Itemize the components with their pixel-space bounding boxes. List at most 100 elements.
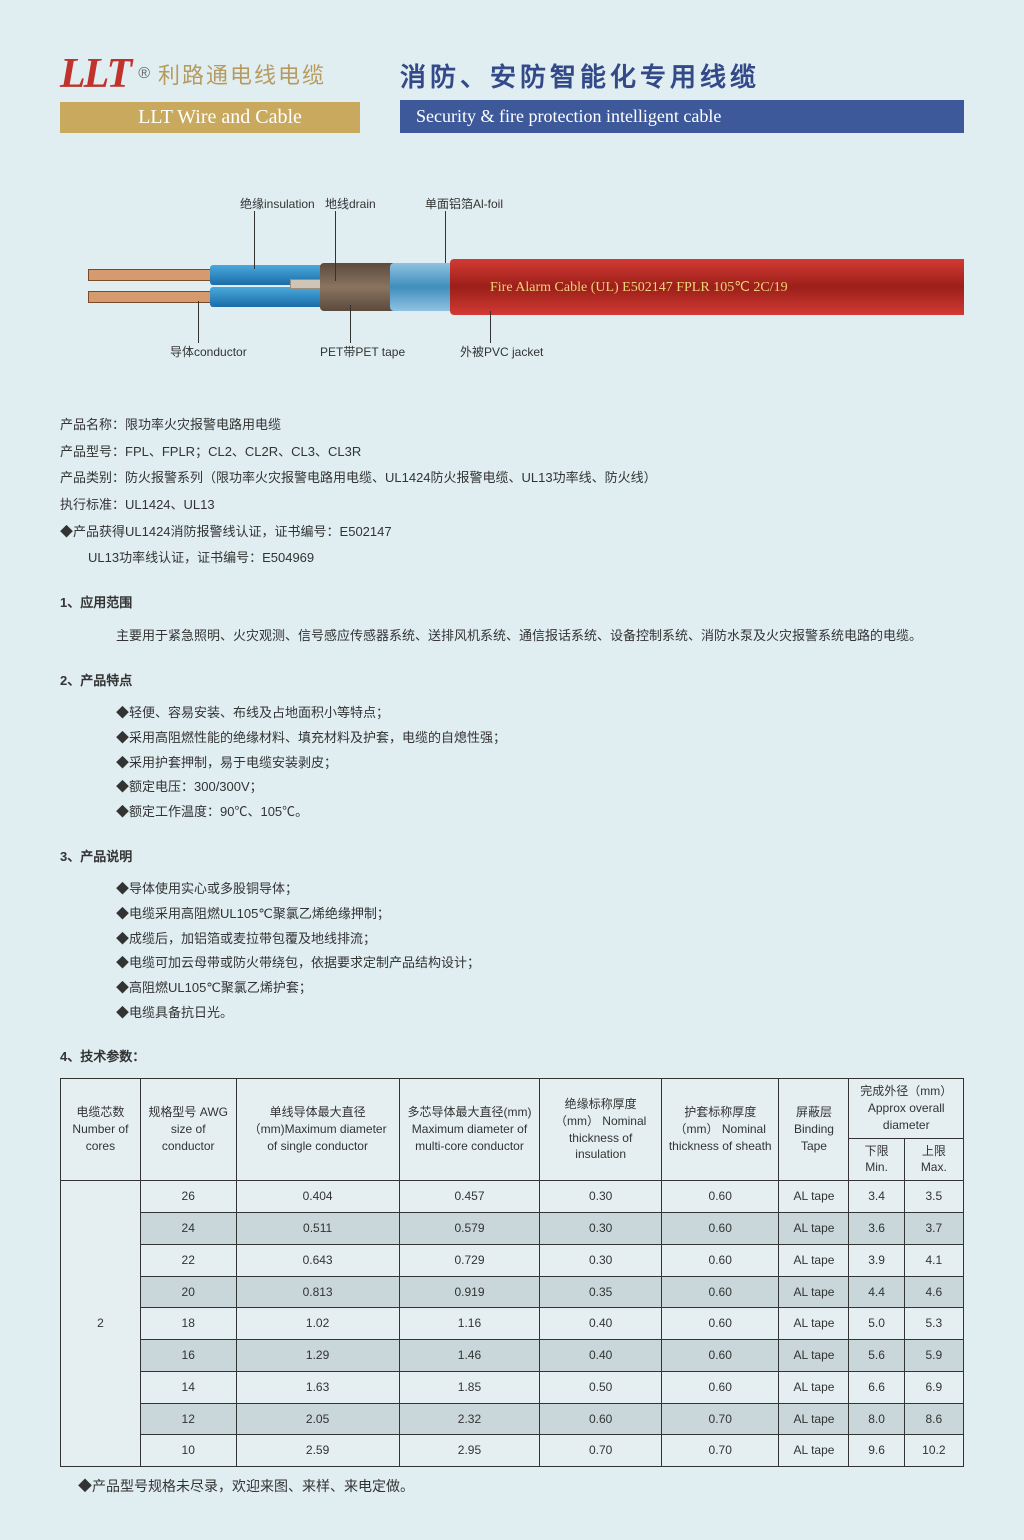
cell-awg: 20 [140, 1276, 236, 1308]
table-row: 220.6430.7290.300.60AL tape3.94.1 [61, 1244, 964, 1276]
label-conductor: 导体conductor [170, 343, 247, 360]
table-row: 102.592.950.700.70AL tape9.610.2 [61, 1435, 964, 1467]
cell-sh: 0.60 [661, 1212, 778, 1244]
cell-min: 4.4 [849, 1276, 904, 1308]
cell-ins: 0.60 [540, 1403, 662, 1435]
cell-ins: 0.70 [540, 1435, 662, 1467]
cell-ins: 0.50 [540, 1371, 662, 1403]
section-4-heading: 4、技术参数： [60, 1045, 964, 1070]
cell-d1: 1.02 [236, 1308, 399, 1340]
cell-cores: 2 [61, 1181, 141, 1467]
cell-ins: 0.30 [540, 1181, 662, 1213]
footer-note: ◆产品型号规格未尽录，欢迎来图、来样、来电定做。 [60, 1473, 964, 1500]
cell-awg: 14 [140, 1371, 236, 1403]
cell-min: 5.6 [849, 1340, 904, 1372]
th-sheath: 护套标称厚度（mm） Nominal thickness of sheath [661, 1079, 778, 1181]
cell-d1: 0.404 [236, 1181, 399, 1213]
cell-max: 5.3 [904, 1308, 963, 1340]
label-insulation: 绝缘insulation [240, 195, 315, 212]
cell-max: 6.9 [904, 1371, 963, 1403]
logo-band: LLT Wire and Cable [60, 102, 360, 133]
cell-d1: 0.643 [236, 1244, 399, 1276]
cell-awg: 10 [140, 1435, 236, 1467]
th-insul: 绝缘标称厚度（mm） Nominal thickness of insulati… [540, 1079, 662, 1181]
cell-sh: 0.60 [661, 1308, 778, 1340]
cell-awg: 26 [140, 1181, 236, 1213]
cell-ins: 0.30 [540, 1212, 662, 1244]
cell-max: 10.2 [904, 1435, 963, 1467]
cell-max: 3.7 [904, 1212, 963, 1244]
th-max: 上限Max. [904, 1138, 963, 1181]
th-min: 下限Min. [849, 1138, 904, 1181]
cell-ins: 0.35 [540, 1276, 662, 1308]
th-cores: 电缆芯数 Number of cores [61, 1079, 141, 1181]
table-row: 161.291.460.400.60AL tape5.65.9 [61, 1340, 964, 1372]
table-row: 240.5110.5790.300.60AL tape3.63.7 [61, 1212, 964, 1244]
cell-d1: 1.63 [236, 1371, 399, 1403]
spec-table: 电缆芯数 Number of cores 规格型号 AWG size of co… [60, 1078, 964, 1467]
cell-sh: 0.60 [661, 1340, 778, 1372]
cell-min: 6.6 [849, 1371, 904, 1403]
meta-name: 产品名称：限功率火灾报警电路用电缆 [60, 413, 964, 438]
table-row: 200.8130.9190.350.60AL tape4.44.6 [61, 1276, 964, 1308]
cell-sh: 0.60 [661, 1181, 778, 1213]
cell-bt: AL tape [779, 1340, 849, 1372]
cell-sh: 0.70 [661, 1435, 778, 1467]
cell-d2: 0.729 [399, 1244, 540, 1276]
cell-d2: 0.457 [399, 1181, 540, 1213]
table-row: 122.052.320.600.70AL tape8.08.6 [61, 1403, 964, 1435]
cell-awg: 22 [140, 1244, 236, 1276]
s2-b2: ◆采用高阻燃性能的绝缘材料、填充材料及护套，电缆的自熄性强； [60, 726, 964, 751]
cell-awg: 18 [140, 1308, 236, 1340]
meta-cert1: ◆产品获得UL1424消防报警线认证，证书编号：E502147 [60, 520, 964, 545]
cell-max: 4.6 [904, 1276, 963, 1308]
cell-ins: 0.40 [540, 1308, 662, 1340]
cell-awg: 16 [140, 1340, 236, 1372]
logo-block: LLT® 利路通电线电缆 LLT Wire and Cable [60, 50, 360, 133]
th-od: 完成外径（mm） Approx overall diameter [849, 1079, 964, 1138]
section-2-heading: 2、产品特点 [60, 669, 964, 694]
section-1-heading: 1、应用范围 [60, 591, 964, 616]
th-bind: 屏蔽层 Binding Tape [779, 1079, 849, 1181]
s3-b2: ◆电缆采用高阻燃UL105℃聚氯乙烯绝缘押制； [60, 902, 964, 927]
s3-b1: ◆导体使用实心或多股铜导体； [60, 877, 964, 902]
th-awg: 规格型号 AWG size of conductor [140, 1079, 236, 1181]
cell-d2: 2.95 [399, 1435, 540, 1467]
s3-b5: ◆高阻燃UL105℃聚氯乙烯护套； [60, 976, 964, 1001]
title-band-en: Security & fire protection intelligent c… [400, 100, 964, 133]
s3-b4: ◆电缆可加云母带或防火带绕包，依据要求定制产品结构设计； [60, 951, 964, 976]
cell-min: 3.4 [849, 1181, 904, 1213]
cell-max: 3.5 [904, 1181, 963, 1213]
cell-d1: 2.05 [236, 1403, 399, 1435]
cell-sh: 0.70 [661, 1403, 778, 1435]
s3-b3: ◆成缆后，加铝箔或麦拉带包覆及地线排流； [60, 927, 964, 952]
insulation-2 [210, 287, 330, 307]
cell-bt: AL tape [779, 1212, 849, 1244]
s2-b3: ◆采用护套押制，易于电缆安装剥皮； [60, 751, 964, 776]
s2-b4: ◆额定电压：300/300V； [60, 775, 964, 800]
cell-d1: 1.29 [236, 1340, 399, 1372]
logo-subtitle-cn: 利路通电线电缆 [158, 58, 326, 90]
s2-b1: ◆轻便、容易安装、布线及占地面积小等特点； [60, 701, 964, 726]
meta-model: 产品型号：FPL、FPLR；CL2、CL2R、CL3、CL3R [60, 440, 964, 465]
cell-d2: 2.32 [399, 1403, 540, 1435]
cell-min: 5.0 [849, 1308, 904, 1340]
label-alfoil: 单面铝箔Al-foil [425, 195, 503, 212]
logo-text: LLT [60, 50, 130, 98]
cell-awg: 24 [140, 1212, 236, 1244]
cell-d1: 0.511 [236, 1212, 399, 1244]
s2-b5: ◆额定工作温度：90℃、105℃。 [60, 800, 964, 825]
cell-sh: 0.60 [661, 1244, 778, 1276]
cell-bt: AL tape [779, 1181, 849, 1213]
cell-min: 3.6 [849, 1212, 904, 1244]
cable-diagram: Fire Alarm Cable (UL) E502147 FPLR 105℃ … [60, 183, 964, 383]
title-cn: 消防、安防智能化专用线缆 [400, 57, 964, 94]
cell-bt: AL tape [779, 1308, 849, 1340]
cell-min: 9.6 [849, 1435, 904, 1467]
cell-max: 8.6 [904, 1403, 963, 1435]
th-multi: 多芯导体最大直径(mm) Maximum diameter of multi-c… [399, 1079, 540, 1181]
cell-d1: 0.813 [236, 1276, 399, 1308]
header-title: 消防、安防智能化专用线缆 Security & fire protection … [400, 57, 964, 133]
cell-d1: 2.59 [236, 1435, 399, 1467]
cell-max: 4.1 [904, 1244, 963, 1276]
